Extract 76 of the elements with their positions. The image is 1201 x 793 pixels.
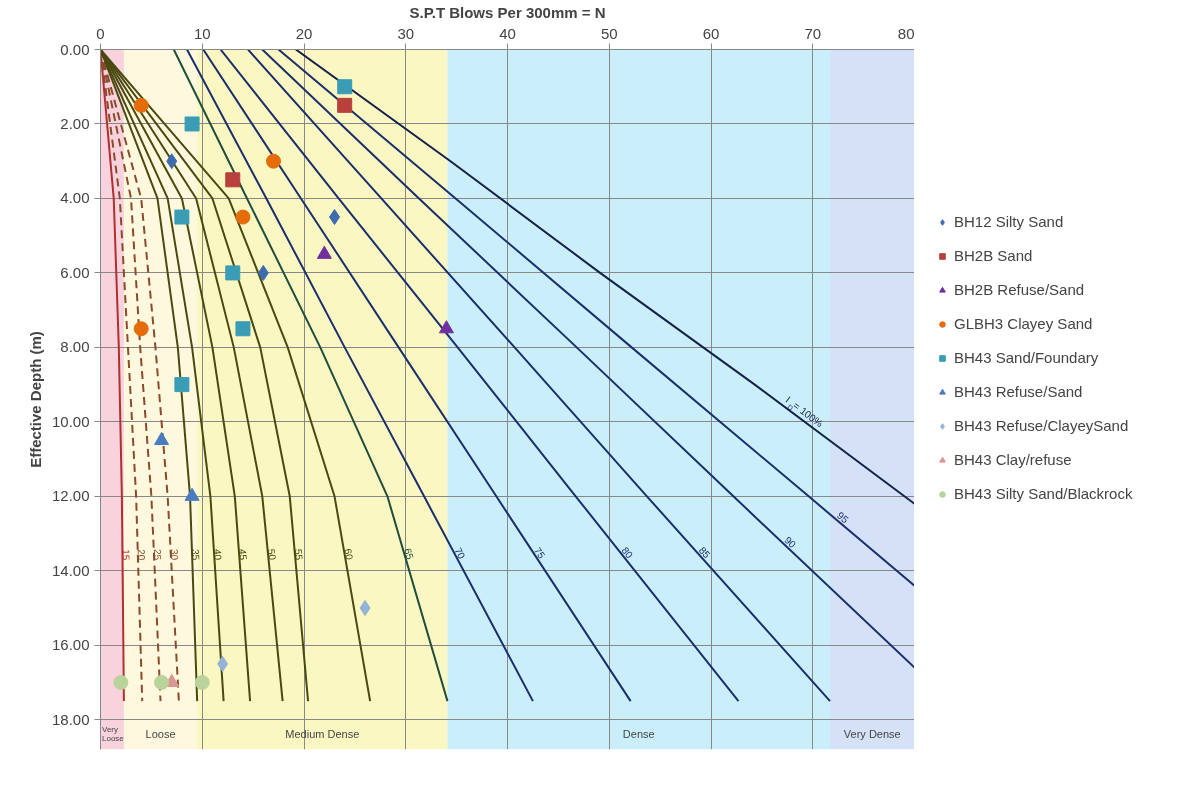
point (133, 97, 149, 113)
point (438, 320, 454, 334)
legend-label: BH43 Clay/refuse (954, 451, 1072, 469)
line-series (185, 49, 534, 703)
legend-label: BH43 Sand/Foundary (954, 349, 1099, 367)
point (174, 209, 190, 225)
legend-label: GLBH3 Clayey Sand (954, 315, 1093, 333)
x-axis-title: S.P.T Blows Per 300mm = N (409, 3, 606, 21)
point (265, 153, 281, 169)
text: 45 (236, 548, 249, 561)
legend-label: BH43 Refuse/ClayeySand (954, 417, 1129, 435)
x-tick-label: 30 (397, 24, 415, 42)
legend-label: BH12 Silty Sand (954, 213, 1064, 231)
line-series (294, 49, 914, 505)
y-tick-label: 2.00 (60, 114, 90, 132)
y-tick-label: 14.00 (51, 561, 90, 579)
text: 50 (265, 548, 278, 561)
line-series (202, 49, 632, 703)
line-series (247, 49, 832, 703)
point (194, 674, 210, 690)
text: 80 (619, 544, 636, 561)
point (235, 209, 251, 225)
point (225, 172, 241, 188)
text: 30 (168, 548, 181, 561)
point (133, 321, 149, 337)
x-tick-label: 60 (702, 24, 720, 42)
band-label: Loose (145, 727, 176, 740)
text: 85 (696, 544, 713, 561)
y-tick-label: 8.00 (60, 338, 90, 356)
text: 65 (401, 546, 416, 562)
band-label: Very Loose (102, 724, 125, 743)
point (337, 79, 353, 95)
text: 95 (834, 509, 851, 526)
y-tick-label: 6.00 (60, 263, 90, 281)
point (217, 655, 229, 672)
legend-label: BH2B Sand (954, 247, 1033, 265)
point (235, 321, 251, 337)
text: 15 (120, 549, 132, 561)
point (257, 264, 269, 281)
text: 75 (531, 545, 548, 561)
legend-label: BH43 Silty Sand/Blackrock (954, 485, 1133, 503)
point (184, 116, 200, 132)
point (329, 209, 341, 226)
point (337, 97, 353, 113)
text: 70 (452, 545, 468, 562)
text: 90 (782, 534, 799, 551)
line-series (261, 49, 914, 669)
text: 40 (212, 548, 224, 561)
x-tick-label: 0 (96, 24, 105, 42)
y-tick-label: 12.00 (51, 487, 90, 505)
x-tick-label: 70 (804, 24, 822, 42)
point (225, 265, 241, 281)
x-tick-label: 40 (499, 24, 516, 42)
text: 20 (135, 548, 148, 561)
point (184, 487, 200, 501)
x-tick-label: 20 (295, 24, 313, 42)
band-label: Dense (622, 727, 655, 740)
x-tick-label: 80 (897, 24, 915, 42)
point (166, 153, 178, 170)
y-tick-label: 10.00 (51, 412, 90, 430)
y-tick-label: 18.00 (51, 710, 90, 728)
y-tick-label: 4.00 (60, 189, 90, 207)
x-tick-label: 10 (193, 24, 211, 42)
y-tick-label: 0.00 (60, 40, 90, 58)
line-series (277, 49, 914, 587)
point (154, 674, 170, 690)
x-tick-label: 50 (600, 24, 618, 42)
point (113, 674, 129, 690)
y-tick-label: 16.00 (51, 636, 90, 654)
point (359, 600, 371, 617)
band-label: Very Dense (843, 727, 901, 740)
legend-label: BH2B Refuse/Sand (954, 281, 1085, 299)
legend-label: BH43 Refuse/Sand (954, 383, 1083, 401)
text: 60 (342, 547, 356, 562)
y-axis-title: Effective Depth (m) (26, 331, 44, 468)
point (174, 377, 190, 393)
